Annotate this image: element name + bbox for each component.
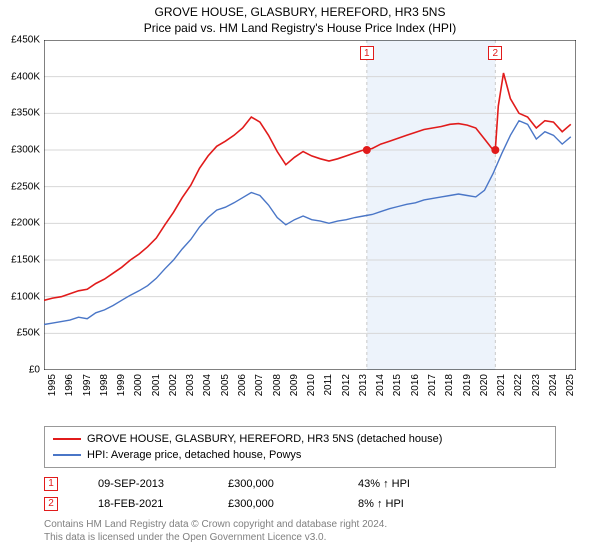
x-tick-label: 2014 (375, 374, 386, 396)
x-tick-label: 2002 (168, 374, 179, 396)
y-tick-label: £50K (17, 328, 40, 339)
sale-row: 1 09-SEP-2013 £300,000 43% ↑ HPI (44, 474, 556, 494)
sale-delta: 8% ↑ HPI (358, 494, 448, 514)
sales-table: 1 09-SEP-2013 £300,000 43% ↑ HPI 2 18-FEB-202… (44, 474, 556, 514)
footer-line-1: Contains HM Land Registry data © Crown c… (44, 518, 556, 531)
sale-price: £300,000 (228, 474, 318, 494)
x-tick-label: 2018 (444, 374, 455, 396)
legend-row: HPI: Average price, detached house, Powy… (53, 447, 547, 463)
sale-point (363, 146, 371, 154)
sale-date: 09-SEP-2013 (98, 474, 188, 494)
x-tick-label: 2021 (496, 374, 507, 396)
x-tick-label: 2006 (237, 374, 248, 396)
y-tick-label: £450K (11, 35, 40, 46)
x-tick-label: 2016 (410, 374, 421, 396)
x-tick-label: 2007 (254, 374, 265, 396)
x-tick-label: 2005 (220, 374, 231, 396)
y-tick-label: £150K (11, 255, 40, 266)
title-sub: Price paid vs. HM Land Registry's House … (0, 20, 600, 36)
x-tick-label: 2013 (358, 374, 369, 396)
x-tick-label: 2008 (272, 374, 283, 396)
sale-number-box: 2 (44, 497, 58, 511)
sale-marker-label: 1 (360, 46, 374, 60)
x-tick-label: 2025 (565, 374, 576, 396)
footer-line-2: This data is licensed under the Open Gov… (44, 531, 556, 544)
x-tick-label: 2022 (513, 374, 524, 396)
legend-label: HPI: Average price, detached house, Powy… (87, 447, 301, 463)
sale-delta: 43% ↑ HPI (358, 474, 448, 494)
sale-price: £300,000 (228, 494, 318, 514)
x-tick-label: 1999 (116, 374, 127, 396)
plot-svg (44, 40, 576, 370)
legend-label: GROVE HOUSE, GLASBURY, HEREFORD, HR3 5NS… (87, 431, 442, 447)
sale-row: 2 18-FEB-2021 £300,000 8% ↑ HPI (44, 494, 556, 514)
x-tick-label: 2010 (306, 374, 317, 396)
x-tick-label: 2012 (341, 374, 352, 396)
x-tick-label: 2004 (202, 374, 213, 396)
y-tick-label: £200K (11, 218, 40, 229)
x-tick-label: 1996 (64, 374, 75, 396)
y-tick-label: £350K (11, 108, 40, 119)
y-tick-label: £0 (29, 365, 40, 376)
sale-number-box: 1 (44, 477, 58, 491)
x-tick-label: 1997 (82, 374, 93, 396)
y-tick-label: £250K (11, 181, 40, 192)
sale-marker-label: 2 (488, 46, 502, 60)
legend-swatch (53, 454, 81, 456)
y-tick-label: £100K (11, 291, 40, 302)
y-tick-label: £400K (11, 71, 40, 82)
x-tick-label: 2001 (151, 374, 162, 396)
sale-point (491, 146, 499, 154)
footer-text: Contains HM Land Registry data © Crown c… (44, 518, 556, 544)
sale-date: 18-FEB-2021 (98, 494, 188, 514)
x-tick-label: 1995 (47, 374, 58, 396)
x-tick-label: 2020 (479, 374, 490, 396)
x-tick-label: 2017 (427, 374, 438, 396)
legend-box: GROVE HOUSE, GLASBURY, HEREFORD, HR3 5NS… (44, 426, 556, 468)
title-block: GROVE HOUSE, GLASBURY, HEREFORD, HR3 5NS… (0, 0, 600, 36)
plot-container: 12£0£50K£100K£150K£200K£250K£300K£350K£4… (44, 40, 576, 370)
x-tick-label: 2019 (462, 374, 473, 396)
x-tick-label: 2009 (289, 374, 300, 396)
y-tick-label: £300K (11, 145, 40, 156)
x-tick-label: 2000 (133, 374, 144, 396)
chart-area: GROVE HOUSE, GLASBURY, HEREFORD, HR3 5NS… (0, 0, 600, 420)
x-tick-label: 2023 (531, 374, 542, 396)
legend-row: GROVE HOUSE, GLASBURY, HEREFORD, HR3 5NS… (53, 431, 547, 447)
x-tick-label: 2024 (548, 374, 559, 396)
legend-swatch (53, 438, 81, 440)
x-tick-label: 2015 (392, 374, 403, 396)
x-tick-label: 2003 (185, 374, 196, 396)
x-tick-label: 2011 (323, 374, 334, 396)
x-tick-label: 1998 (99, 374, 110, 396)
title-main: GROVE HOUSE, GLASBURY, HEREFORD, HR3 5NS (0, 4, 600, 20)
